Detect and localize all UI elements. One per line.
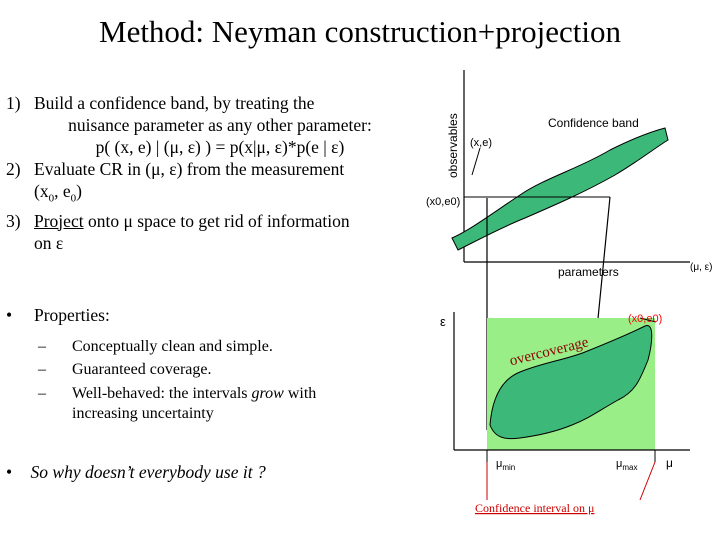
epsilon-label: ε [440,314,446,329]
x0e0-label: (x0,e0) [426,196,460,208]
observables-label: observables [446,113,460,178]
confidence-region [489,325,653,440]
property-item: – Guaranteed coverage. [38,361,212,378]
properties-label: Properties: [34,305,110,325]
point-marker [639,317,657,323]
step-number: 2) [6,159,21,179]
step-1: 1) Build a confidence band, by treating … [6,92,406,158]
interval-label: Confidence interval on μ [475,501,594,515]
probability-formula: p( (x, e) | (μ, ε) ) = p(x|μ, ε)*p(e | ε… [95,137,345,157]
bullet: • [6,462,13,482]
slide-title: Method: Neyman construction+projection [99,14,621,49]
method-steps: 1) Build a confidence band, by treating … [6,92,406,254]
step-2: 2) Evaluate CR in (μ, ε) from the measur… [6,158,406,210]
mu-axis-label: μ [666,456,673,470]
point-label: (x0,e0) [628,313,662,325]
why-question: • So why doesn’t everybody use it ? [6,462,266,483]
step-text: on ε [34,232,64,253]
mu-max-label: μmax [616,458,637,472]
top-axis-end-label: (μ, ε) [690,262,712,273]
band-label: Confidence band [548,116,639,130]
step-number: 1) [6,93,21,113]
project-keyword: Project [34,210,84,231]
step-3: 3) Project onto μ space to get rid of in… [6,210,406,254]
property-item: – Conceptually clean and simple. [38,338,273,355]
bullet: • [6,305,13,325]
parameters-label: parameters [558,265,619,279]
question-text: So why doesn’t everybody use it ? [30,462,266,482]
xe-label: (x,e) [470,137,492,149]
step-text: Evaluate CR in (μ, ε) from the measureme… [34,159,345,179]
interval-line-right [639,461,656,501]
step-number: 3) [6,210,21,231]
mu-min-label: μmin [496,458,515,472]
confidence-band [451,127,669,251]
step-text: Project onto μ space to get rid of infor… [34,210,350,231]
step-text: nuisance parameter as any other paramete… [68,115,372,135]
step-text: Build a confidence band, by treating the [34,93,315,113]
measurement-point: (x0, e0) [34,181,82,205]
property-item: – Well-behaved: the intervals grow with in… [38,385,317,422]
xe-pointer [471,147,481,176]
